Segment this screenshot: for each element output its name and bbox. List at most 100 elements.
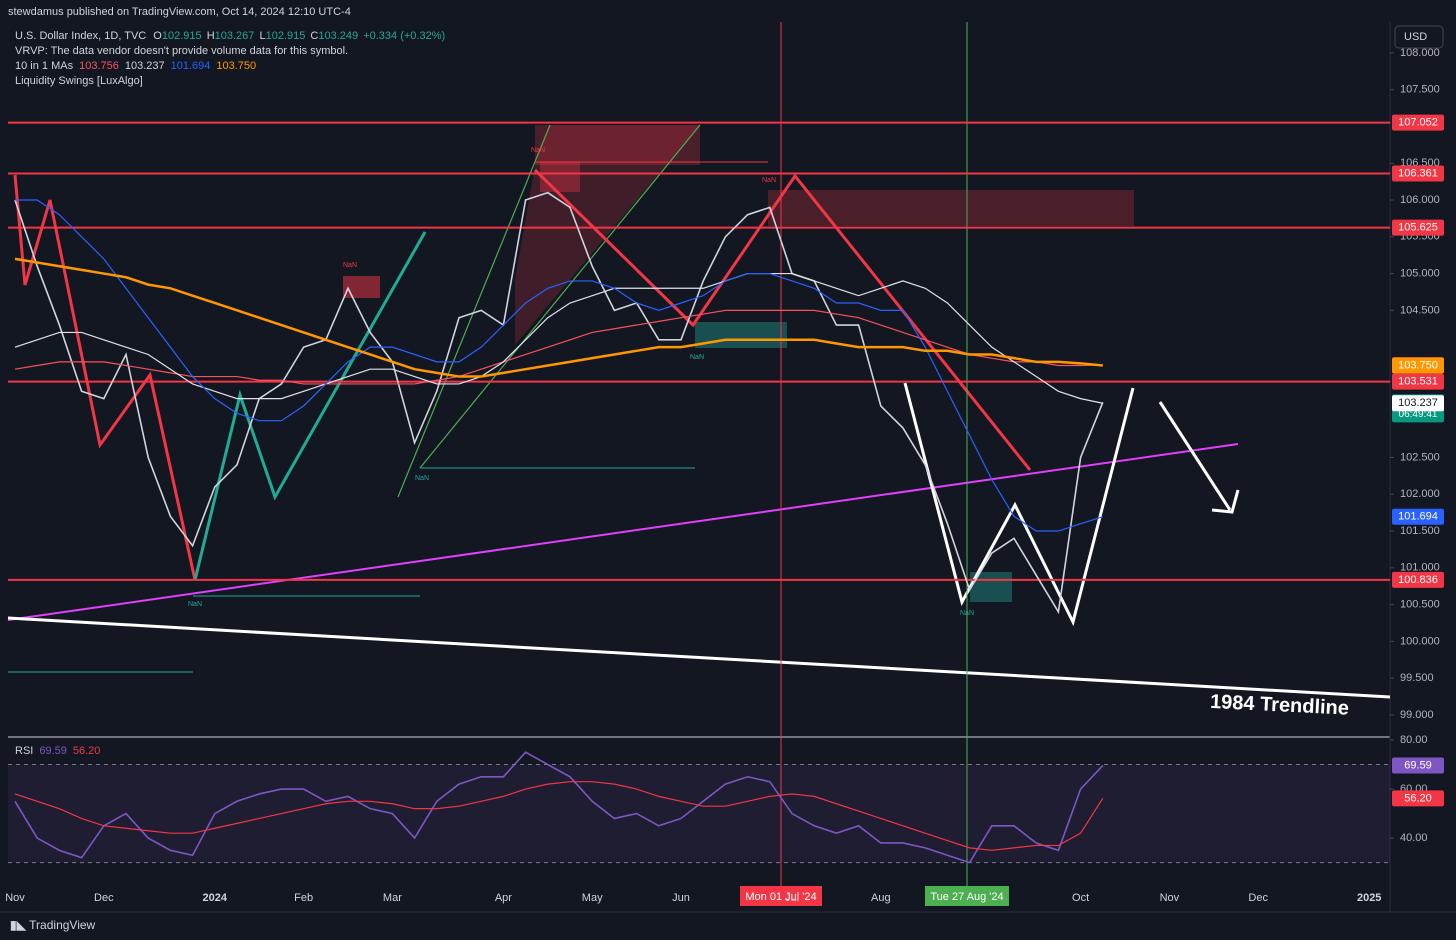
price-label: 103.750 — [1398, 359, 1438, 371]
series-line — [14, 309, 1103, 385]
price-label-box — [1392, 395, 1444, 412]
legend-symbol: U.S. Dollar Index, 1D, TVC O102.915 H103… — [15, 30, 445, 42]
ohlc-value: 103.249 — [318, 30, 358, 42]
price-label: 100.836 — [1398, 574, 1438, 586]
price-label-box — [1392, 373, 1444, 390]
x-tick-label: Mar — [383, 892, 402, 904]
y-tick-label: 100.000 — [1400, 635, 1440, 647]
ohlc-key: L — [259, 30, 265, 42]
zone — [515, 125, 700, 345]
ohlc-value: 102.915 — [162, 30, 202, 42]
y-tick-label: 40.00 — [1400, 832, 1428, 844]
x-tick-label: May — [582, 892, 603, 904]
brand: TradingView — [29, 918, 95, 932]
ohlc-key: C — [310, 30, 318, 42]
price-label-box — [1392, 571, 1444, 588]
rsi-name: RSI — [15, 745, 33, 757]
x-tick-label: Nov — [5, 892, 25, 904]
x-tick-label: Feb — [294, 892, 313, 904]
zone — [768, 190, 1134, 226]
price-label: 69.59 — [1404, 759, 1432, 771]
channel-line — [419, 124, 701, 469]
y-tick-label: 102.500 — [1400, 451, 1440, 463]
ma-value: 103.237 — [125, 60, 165, 72]
nan-label: NaN — [690, 354, 704, 361]
price-label: 101.694 — [1398, 511, 1438, 523]
legend-mas: 10 in 1 MAs 103.756 103.237 101.694 103.750 — [15, 60, 256, 72]
mas: 10 in 1 MAs — [15, 60, 74, 72]
date-marker — [740, 886, 822, 906]
price-label-box — [1392, 357, 1444, 374]
trendline — [7, 443, 1239, 621]
price-label-box — [1392, 114, 1444, 131]
x-tick-label: 2025 — [1357, 892, 1381, 904]
x-tick-label: Dec — [94, 892, 114, 904]
series-line — [14, 781, 1104, 851]
zone — [540, 162, 580, 192]
nan-label: NaN — [415, 475, 429, 482]
ohlc-key: H — [207, 30, 215, 42]
price-label: 103.531 — [1398, 376, 1438, 388]
ma-value: 103.756 — [79, 60, 119, 72]
nan-label: NaN — [762, 177, 776, 184]
y-tick-label: 105.000 — [1400, 267, 1440, 279]
arrow-head — [1211, 489, 1240, 514]
price-label-box — [1392, 757, 1444, 774]
rsi-value: 69.59 — [39, 745, 67, 757]
swing-path — [533, 168, 1032, 471]
x-tick-label: Jun — [672, 892, 690, 904]
publisher: stewdamus published on TradingView.com, … — [8, 6, 351, 18]
price-label: 56.20 — [1404, 792, 1432, 804]
currency-button[interactable] — [1394, 25, 1444, 49]
nan-label: NaN — [343, 262, 357, 269]
y-tick-label: 101.000 — [1400, 562, 1440, 574]
y-tick-label: 108.000 — [1400, 47, 1440, 59]
y-tick-label: 100.500 — [1400, 598, 1440, 610]
price-line — [14, 191, 1104, 615]
y-tick-label: 102.000 — [1400, 488, 1440, 500]
y-tick-label: 101.500 — [1400, 525, 1440, 537]
symbol: U.S. Dollar Index, 1D, TVC — [15, 30, 146, 42]
countdown: 06:49:41 — [1399, 409, 1438, 420]
currency[interactable]: USD — [1404, 31, 1427, 43]
x-tick-label: Nov — [1160, 892, 1180, 904]
series-line — [15, 199, 1103, 532]
ohlc-key: O — [153, 30, 162, 42]
series-line — [14, 751, 1104, 864]
y-tick-label: 99.500 — [1400, 672, 1434, 684]
trendline-1984 — [7, 616, 1391, 699]
swing-path — [1158, 401, 1232, 511]
price-label: 106.361 — [1398, 167, 1438, 179]
ohlc-value: 102.915 — [266, 30, 306, 42]
price-label-box — [1392, 165, 1444, 182]
ma-value: 101.694 — [171, 60, 211, 72]
x-tick-label: Apr — [495, 892, 512, 904]
date-marker — [925, 886, 1009, 906]
series-line — [14, 272, 1103, 404]
price-label: 103.237 — [1398, 397, 1438, 409]
change: +0.334 (+0.32%) — [363, 30, 445, 42]
x-tick-label: Jul — [785, 892, 799, 904]
legend-liquidity: Liquidity Swings [LuxAlgo] — [15, 75, 143, 87]
y-tick-label: 106.000 — [1400, 194, 1440, 206]
x-tick-label: Oct — [1072, 892, 1089, 904]
channel-line — [397, 124, 551, 498]
zone — [695, 322, 787, 348]
y-tick-label: 80.00 — [1400, 734, 1428, 746]
drawings — [7, 124, 1391, 699]
rsi-ma-value: 56.20 — [73, 745, 101, 757]
swing-path — [903, 382, 1135, 627]
x-tick-label: 2024 — [203, 892, 228, 904]
y-tick-label: 104.500 — [1400, 304, 1440, 316]
nan-label: NaN — [531, 147, 545, 154]
price-label-box — [1392, 219, 1444, 236]
y-tick-label: 99.000 — [1400, 709, 1434, 721]
swing-path — [13, 174, 197, 581]
date-marker-label: Mon 01 Jul '24 — [745, 891, 816, 903]
zone — [343, 276, 380, 298]
logo: ▮◣ — [10, 918, 29, 932]
price-label: 107.052 — [1398, 117, 1438, 129]
x-tick-label: Aug — [871, 892, 891, 904]
legend-vrvp: VRVP: The data vendor doesn't provide vo… — [15, 45, 348, 57]
